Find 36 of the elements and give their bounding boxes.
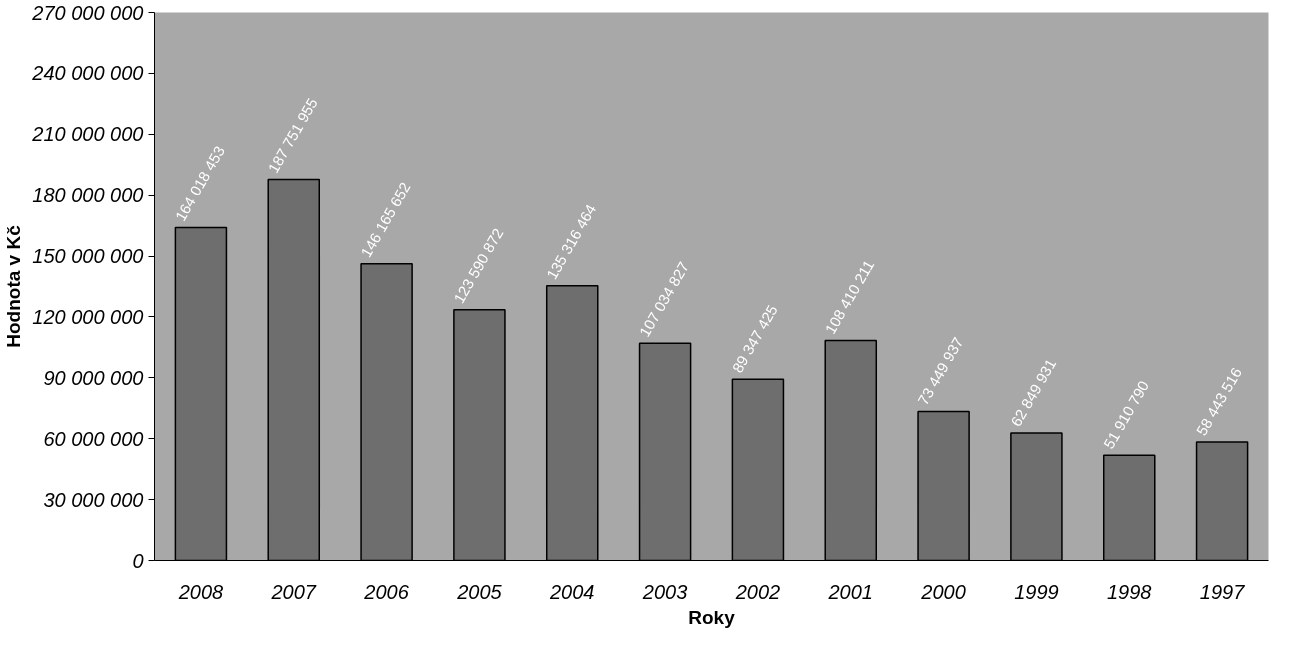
x-tick-label: 2004 (549, 580, 595, 603)
data-label: 135 316 464 (542, 201, 600, 283)
y-tick-label: 240 000 000 (31, 62, 144, 85)
x-tick-label: 2003 (641, 580, 688, 603)
x-tick-label: 2007 (270, 580, 317, 603)
data-label: 187 751 955 (264, 94, 321, 176)
data-label: 164 018 453 (171, 143, 228, 224)
data-label: 51 910 790 (1099, 377, 1153, 452)
y-tick-label: 90 000 000 (43, 366, 144, 389)
data-label: 89 347 425 (728, 301, 781, 376)
y-tick-label: 0 (132, 549, 144, 572)
x-tick-label: 2008 (177, 580, 224, 603)
data-label: 107 034 827 (635, 258, 693, 340)
x-tick-label: 2002 (734, 580, 781, 603)
x-tick-label: 1998 (1107, 580, 1152, 603)
x-tick-label: 2006 (363, 580, 410, 603)
data-label: 58 443 516 (1192, 364, 1245, 439)
y-tick-label: 270 000 000 (31, 1, 144, 24)
y-tick-label: 60 000 000 (43, 427, 144, 450)
x-tick-label: 1999 (1014, 580, 1059, 603)
data-label: 73 449 937 (914, 334, 967, 408)
x-tick-label: 2000 (920, 580, 966, 603)
data-label: 62 849 931 (1007, 355, 1060, 430)
y-tick-label: 150 000 000 (32, 245, 144, 268)
y-tick-label: 210 000 000 (31, 123, 144, 146)
data-label: 146 165 652 (357, 179, 414, 261)
y-tick-label: 120 000 000 (32, 305, 144, 328)
y-tick-label: 180 000 000 (32, 184, 144, 207)
x-tick-label: 1997 (1199, 580, 1246, 603)
y-axis-title: Hodnota v Kč (3, 224, 25, 348)
x-tick-label: 2001 (827, 580, 873, 603)
data-label: 123 590 872 (450, 225, 507, 306)
data-label: 108 410 211 (821, 256, 878, 337)
x-axis-title: Roky (688, 606, 736, 628)
y-tick-label: 30 000 000 (43, 488, 144, 511)
x-tick-label: 2005 (456, 580, 503, 603)
